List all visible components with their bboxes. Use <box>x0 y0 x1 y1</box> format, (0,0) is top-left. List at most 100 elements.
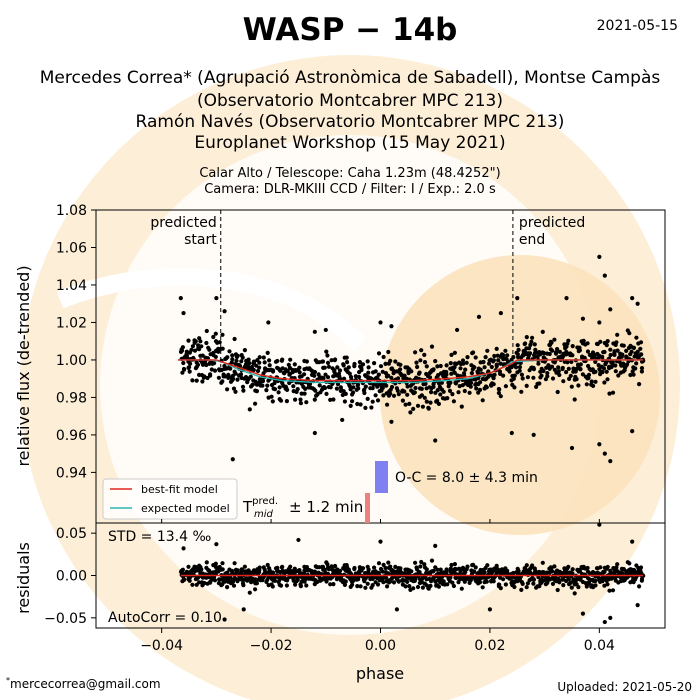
flux-data-point <box>492 372 497 377</box>
flux-data-point <box>181 310 186 316</box>
flux-data-point <box>537 381 542 386</box>
flux-data-point <box>422 395 427 400</box>
flux-data-point <box>449 371 454 376</box>
authors-line-2: (Observatorio Montcabrer MPC 213) <box>197 91 503 111</box>
flux-data-point <box>473 355 478 360</box>
flux-data-point <box>635 349 640 354</box>
flux-data-point <box>204 328 209 334</box>
flux-data-point <box>200 379 205 384</box>
flux-data-point <box>376 372 381 377</box>
residual-data-point <box>436 584 441 589</box>
flux-data-point <box>576 383 581 388</box>
residual-data-point <box>199 567 204 572</box>
predicted-start-label: predicted <box>150 215 216 231</box>
flux-data-point <box>202 374 207 379</box>
flux-data-point <box>181 366 187 372</box>
phase-x-tick-label: 0.02 <box>474 638 505 654</box>
residual-data-point <box>360 566 366 571</box>
flux-data-point <box>242 348 247 353</box>
residual-data-point <box>241 583 246 588</box>
flux-data-point <box>302 372 307 377</box>
flux-data-point <box>304 400 309 405</box>
flux-data-point <box>556 369 561 374</box>
flux-data-point <box>190 378 195 383</box>
flux-data-point <box>601 366 607 371</box>
residual-data-point <box>204 560 209 565</box>
flux-data-point <box>413 385 418 391</box>
residual-data-point <box>462 579 467 584</box>
flux-data-point <box>556 365 561 370</box>
observation-line-1: Calar Alto / Telescope: Caha 1.23m (48.4… <box>199 166 501 181</box>
flux-data-point <box>477 387 483 392</box>
flux-data-point <box>471 350 476 355</box>
flux-data-point <box>222 374 227 379</box>
residual-data-point <box>413 560 418 565</box>
flux-data-point <box>355 401 360 407</box>
flux-data-point <box>429 344 435 349</box>
flux-data-point <box>304 359 309 364</box>
flux-data-point <box>340 417 345 423</box>
flux-data-point <box>435 398 440 403</box>
flux-data-point <box>302 391 307 396</box>
flux-data-point <box>596 363 601 368</box>
flux-data-point <box>197 347 202 352</box>
flux-data-point <box>422 360 428 365</box>
flux-data-point <box>232 336 237 342</box>
flux-data-point <box>247 361 252 366</box>
residual-data-point <box>181 577 187 582</box>
flux-data-point <box>557 349 563 354</box>
residual-y-axis-label: residuals <box>14 542 33 614</box>
flux-data-point <box>578 362 583 367</box>
residual-y-tick-label: 0.05 <box>56 526 87 542</box>
flux-data-point <box>257 360 262 365</box>
flux-data-point <box>560 365 565 371</box>
residual-data-point <box>235 568 240 573</box>
flux-data-point <box>415 403 421 408</box>
flux-data-point <box>225 355 230 360</box>
residual-data-point <box>498 586 503 591</box>
flux-data-point <box>507 369 512 374</box>
flux-data-point <box>368 376 374 381</box>
flux-data-point <box>269 394 274 399</box>
flux-data-point <box>337 368 343 373</box>
flux-data-point <box>190 344 195 349</box>
residual-data-point <box>342 582 347 588</box>
residual-data-point <box>225 585 230 590</box>
flux-data-point <box>405 392 410 397</box>
flux-data-point <box>503 348 508 353</box>
flux-data-point <box>347 371 352 376</box>
flux-data-point <box>528 351 533 356</box>
flux-data-point <box>465 355 470 360</box>
flux-data-point <box>324 349 329 354</box>
flux-data-point <box>326 364 331 369</box>
flux-data-point <box>257 365 262 370</box>
flux-data-point <box>597 254 602 259</box>
flux-data-point <box>250 382 255 387</box>
residual-data-point <box>284 583 289 588</box>
flux-data-point <box>448 361 453 366</box>
flux-data-point <box>270 368 276 373</box>
flux-data-point <box>433 359 438 364</box>
flux-data-point <box>211 334 216 340</box>
residual-data-point <box>296 537 301 543</box>
flux-data-point <box>208 372 213 377</box>
flux-data-point <box>322 365 327 370</box>
flux-data-point <box>344 355 349 360</box>
flux-data-point <box>292 362 297 367</box>
flux-data-point <box>357 360 362 365</box>
flux-data-point <box>598 339 603 344</box>
residual-data-point <box>484 579 489 584</box>
flux-data-point <box>380 385 385 390</box>
flux-data-point <box>555 389 560 395</box>
flux-y-tick-label: 1.06 <box>56 240 87 256</box>
flux-data-point <box>484 385 489 390</box>
watermark-arc <box>56 267 367 352</box>
residual-data-point <box>411 586 416 591</box>
flux-data-point <box>186 338 191 343</box>
flux-data-point <box>550 348 555 353</box>
flux-data-point <box>531 375 536 380</box>
flux-data-point <box>439 380 444 385</box>
flux-data-point <box>589 379 594 384</box>
flux-y-tick-label: 1.02 <box>56 315 87 331</box>
flux-data-point <box>452 350 457 355</box>
